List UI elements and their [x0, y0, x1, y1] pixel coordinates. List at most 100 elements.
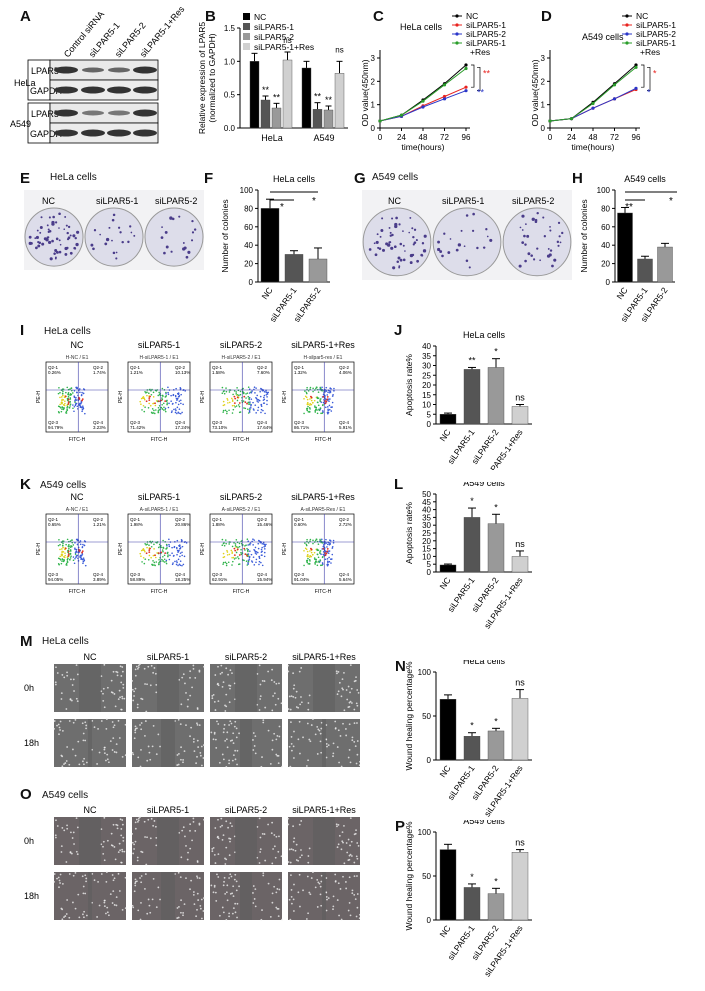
event-dot: [303, 564, 305, 567]
colony-dot: [457, 243, 462, 247]
cell-speck: [272, 848, 274, 850]
cell-speck: [113, 846, 116, 848]
quadrant-value: 17.64%: [257, 425, 272, 430]
cell-speck: [100, 828, 103, 831]
cell-speck: [212, 847, 215, 849]
event-dot: [170, 411, 173, 414]
cell-speck: [59, 882, 61, 884]
cell-speck: [72, 678, 75, 681]
event-dot: [260, 548, 263, 551]
bar: [511, 556, 529, 573]
colony-dot: [49, 257, 53, 261]
event-dot: [164, 400, 167, 403]
event-dot: [177, 403, 180, 406]
cell-speck: [232, 895, 235, 898]
event-dot: [153, 543, 155, 546]
chart-title: HeLa cells: [463, 660, 506, 666]
event-dot: [165, 393, 167, 395]
colony-dot: [76, 230, 80, 234]
cell-speck: [319, 732, 322, 735]
plot-title: H-silpar5-res / E1: [304, 355, 343, 361]
colony-dot: [465, 214, 469, 217]
time-label: 0h: [24, 836, 34, 846]
cell-speck: [180, 746, 182, 749]
event-dot: [64, 552, 66, 554]
cell-speck: [82, 732, 85, 735]
event-dot: [236, 394, 238, 397]
chart-title: A549 cells: [582, 32, 624, 42]
event-dot: [320, 540, 322, 542]
event-dot: [235, 546, 237, 549]
cell-speck: [93, 726, 96, 729]
colony-dot: [36, 229, 39, 232]
colony-dot: [117, 226, 121, 229]
cell-speck: [133, 890, 136, 893]
bar: [463, 369, 481, 425]
cell-speck: [72, 874, 75, 877]
cell-speck: [106, 758, 109, 761]
event-dot: [247, 408, 249, 411]
event-dot: [257, 406, 260, 409]
colony-dot: [380, 228, 384, 232]
legend-label: siLPAR5-1: [254, 22, 294, 32]
cell-speck: [102, 845, 104, 848]
cell-speck: [222, 911, 225, 914]
panel-label-f: F: [204, 170, 214, 187]
event-dot: [80, 406, 83, 409]
cell-speck: [144, 836, 146, 838]
cell-speck: [196, 908, 198, 911]
cell-speck: [192, 820, 195, 823]
legend-label: siLPAR5-1+Res: [254, 42, 314, 52]
event-dot: [249, 543, 251, 546]
event-dot: [60, 396, 63, 398]
cell-speck: [61, 755, 64, 758]
event-dot: [315, 406, 318, 409]
cell-speck: [356, 722, 358, 724]
quadrant-label: Q2-1: [212, 365, 223, 370]
event-dot: [321, 404, 324, 407]
bar: [284, 254, 304, 283]
cell-speck: [287, 817, 289, 820]
colony-dot: [388, 226, 391, 229]
event-dot: [237, 546, 239, 549]
event-dot: [246, 554, 248, 557]
event-dot: [247, 544, 249, 546]
cell-speck: [187, 698, 189, 701]
cell-speck: [290, 736, 293, 738]
cell-speck: [119, 849, 121, 852]
cell-speck: [307, 912, 310, 915]
cell-speck: [202, 910, 205, 912]
y-tick-label: 100: [240, 186, 254, 195]
event-dot: [307, 405, 309, 408]
wound-image: [288, 872, 360, 920]
bar: [312, 109, 323, 129]
cell-speck: [271, 901, 274, 904]
event-dot: [244, 553, 247, 556]
cell-speck: [149, 758, 152, 761]
x-axis-label: FITC-H: [233, 589, 250, 595]
event-dot: [331, 547, 334, 549]
cell-speck: [63, 763, 65, 766]
event-dot: [176, 539, 179, 542]
cell-speck: [290, 874, 292, 876]
cell-speck: [102, 692, 104, 695]
colony-dot: [69, 234, 72, 237]
cell-speck: [192, 738, 195, 740]
event-dot: [72, 559, 75, 562]
chart-title: A549 cells: [624, 174, 666, 184]
cell-speck: [182, 761, 184, 764]
event-dot: [81, 550, 84, 553]
event-dot: [312, 553, 314, 556]
event-dot: [58, 386, 60, 389]
event-dot: [304, 547, 307, 550]
quadrant-label: Q2-4: [93, 420, 104, 425]
event-dot: [179, 552, 182, 554]
x-tick-label: 72: [440, 133, 449, 142]
cell-speck: [318, 882, 321, 885]
cell-speck: [356, 704, 359, 707]
cell-speck: [354, 745, 357, 748]
cell-speck: [134, 882, 137, 885]
cell-speck: [145, 863, 148, 866]
event-dot: [173, 408, 175, 411]
cell-speck: [111, 749, 114, 751]
